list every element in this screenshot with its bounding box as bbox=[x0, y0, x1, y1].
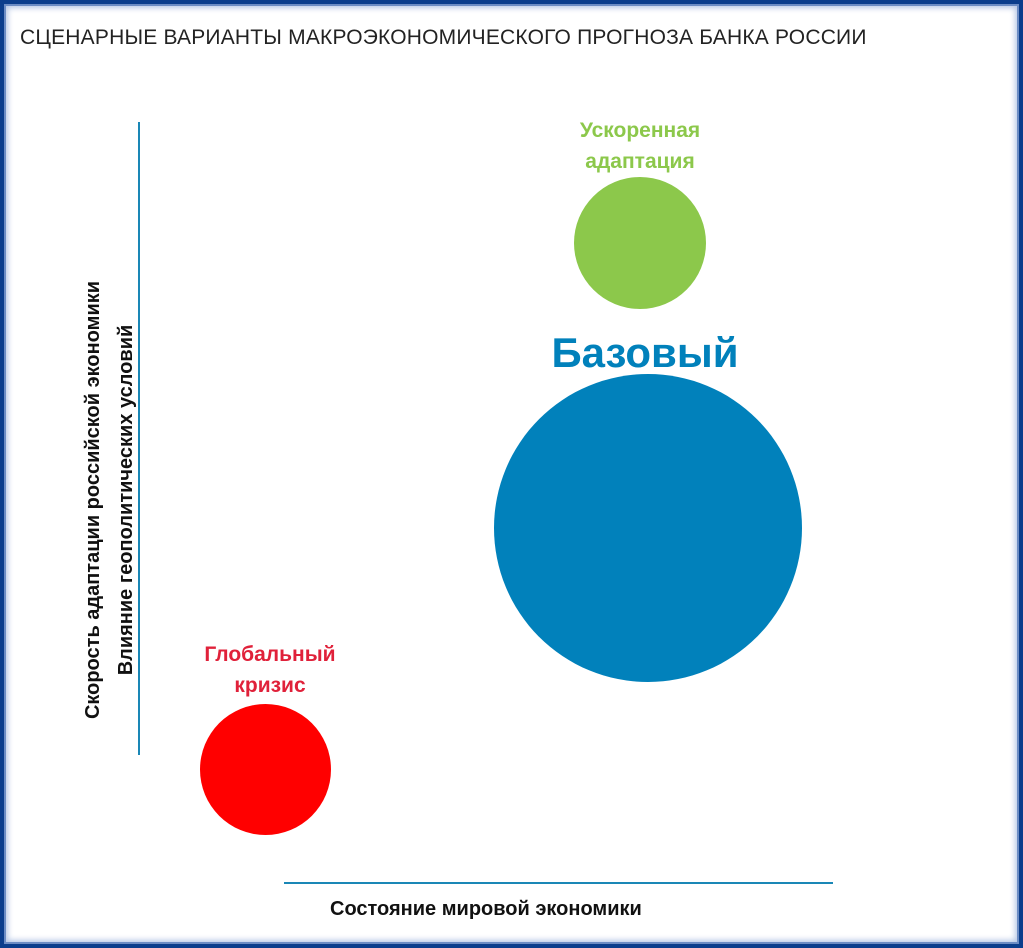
y-axis-line bbox=[138, 122, 140, 755]
accelerated-label-line2: адаптация bbox=[585, 150, 695, 173]
accelerated-scenario-bubble bbox=[574, 177, 706, 309]
y-axis-labels: Скорость адаптации российской экономики … bbox=[77, 281, 143, 719]
crisis-label-line1: Глобальный bbox=[204, 643, 336, 666]
crisis-label-line2: кризис bbox=[234, 674, 306, 697]
y-axis-label-geopolitics: Влияние геополитических условий bbox=[115, 324, 137, 676]
base-scenario-label: Базовый bbox=[551, 329, 739, 376]
crisis-scenario-label: Глобальный кризис bbox=[204, 639, 335, 701]
chart-title: СЦЕНАРНЫЕ ВАРИАНТЫ МАКРОЭКОНОМИЧЕСКОГО П… bbox=[20, 26, 867, 49]
base-scenario-bubble bbox=[494, 374, 802, 682]
x-axis-line bbox=[284, 882, 833, 884]
accelerated-label-line1: Ускоренная bbox=[579, 119, 701, 142]
x-axis-label: Состояние мировой экономики bbox=[330, 898, 642, 920]
y-axis-label-adaptation: Скорость адаптации российской экономики bbox=[82, 280, 104, 720]
crisis-scenario-bubble bbox=[200, 704, 331, 835]
accelerated-scenario-label: Ускоренная адаптация bbox=[580, 115, 700, 177]
